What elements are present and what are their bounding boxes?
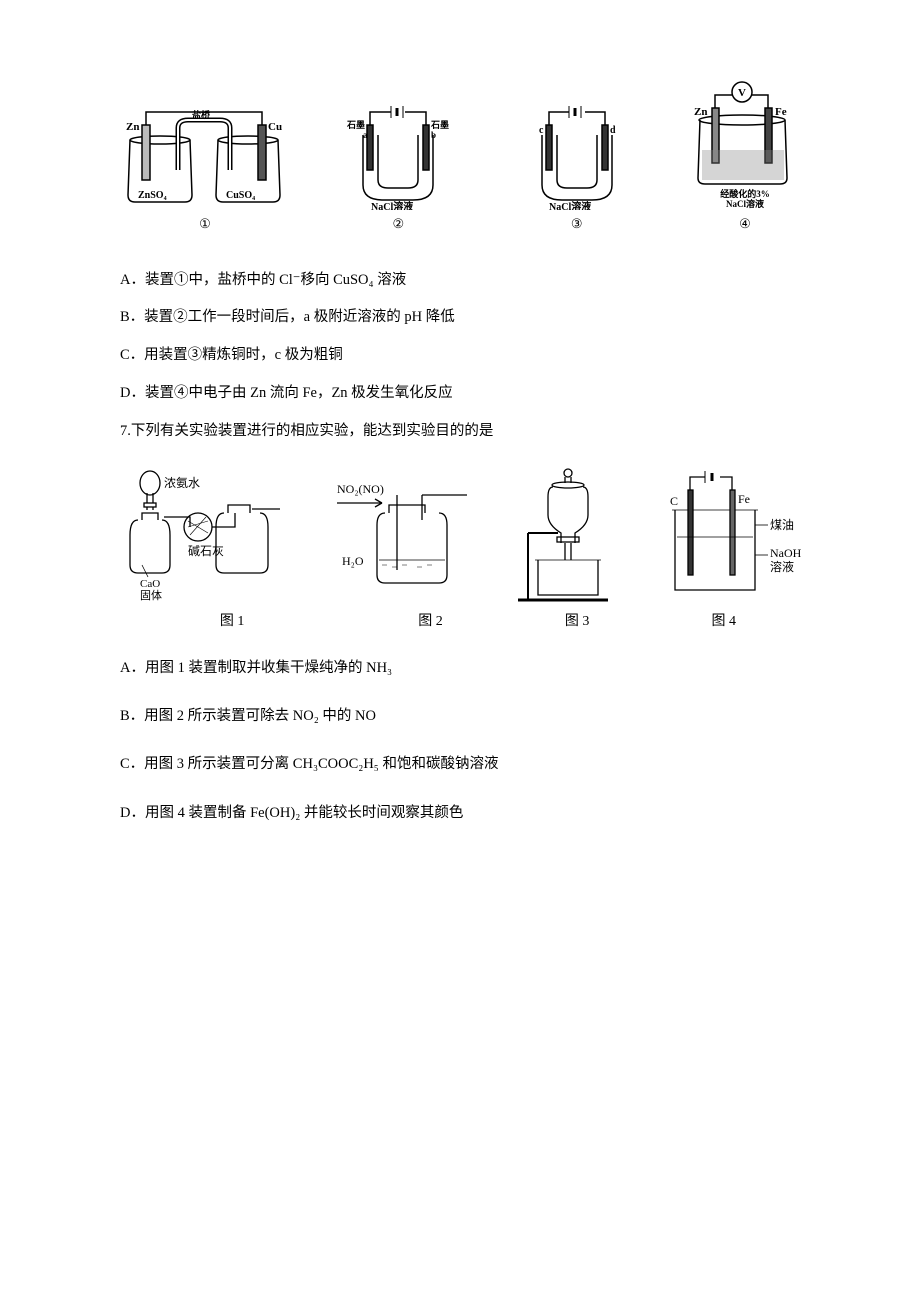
d4-meter: V	[738, 87, 746, 99]
q7-diagram-1: 浓氨水 碱石灰 CaO 固体	[120, 465, 300, 605]
q7-d3-svg	[513, 465, 623, 605]
diagram-1-svg: Zn Cu 盐桥 ZnSO₄ CuSO₄	[120, 100, 290, 210]
q7d4-l2: NaOH	[770, 546, 802, 560]
q6-diagram-3: c d NaCl溶液 ③	[507, 100, 647, 232]
d1-zn-label: Zn	[126, 121, 139, 133]
d1-bridge-label: 盐桥	[192, 109, 211, 120]
d1-number: ①	[199, 216, 211, 232]
d3-sol: NaCl溶液	[549, 200, 591, 210]
q6-option-d: D．装置④中电子由 Zn 流向 Fe，Zn 极发生氧化反应	[120, 375, 810, 413]
q7-diagram-row: 浓氨水 碱石灰 CaO 固体	[120, 465, 810, 605]
d2-sol: NaCl溶液	[371, 200, 413, 210]
q6-option-b: B．装置②工作一段时间后，a 极附近溶液的 pH 降低	[120, 299, 810, 337]
q7d4-l1: 煤油	[770, 518, 794, 532]
d1-cu-label: Cu	[268, 121, 282, 133]
d2-number: ②	[393, 216, 405, 232]
d2-a: a	[363, 130, 368, 140]
q6-diagram-2: 石墨 a 石墨 b NaCl溶液 ②	[323, 100, 473, 232]
q7-d4-svg: C Fe 煤油 NaOH 溶液	[650, 465, 810, 605]
d1-left-sol: ZnSO₄	[138, 190, 167, 201]
q7-labels-row: 图 1 图 2 图 3 图 4	[120, 610, 810, 630]
q7-option-b: B．用图 2 所示装置可除去 NO₂ 中的 NO	[120, 703, 810, 729]
q7-diagram-4: C Fe 煤油 NaOH 溶液	[650, 465, 810, 605]
q7d1-b1: CaO	[140, 578, 160, 590]
q6-diagram-row: Zn Cu 盐桥 ZnSO₄ CuSO₄ ① 石	[120, 80, 810, 232]
q7-diagram-2: NO₂(NO) H₂O	[327, 465, 487, 605]
d2-left-elec: 石墨	[346, 120, 365, 130]
q7-option-d: D．用图 4 装置制备 Fe(OH)₂ 并能较长时间观察其颜色	[120, 800, 810, 826]
q6-option-c: C．用装置③精炼铜时，c 极为粗铜	[120, 337, 810, 375]
q7d4-fe: Fe	[738, 492, 750, 506]
q7d1-mid: 碱石灰	[188, 544, 224, 558]
q7d2-liq: H₂O	[342, 554, 364, 568]
diagram-3-svg: c d NaCl溶液	[507, 100, 647, 210]
q7-label-4: 图 4	[638, 610, 811, 630]
d3-number: ③	[571, 216, 583, 232]
d2-right-elec: 石墨	[430, 120, 449, 130]
d4-zn: Zn	[694, 106, 707, 118]
d4-sol1: 经酸化的3%	[720, 189, 770, 199]
q7-d2-svg: NO₂(NO) H₂O	[327, 465, 487, 605]
q7d4-c: C	[670, 494, 678, 508]
q7-label-3: 图 3	[517, 610, 638, 630]
d3-c: c	[539, 125, 544, 136]
q7d1-top: 浓氨水	[164, 476, 200, 490]
q7-question: 7.下列有关实验装置进行的相应实验，能达到实验目的的是	[120, 413, 810, 451]
q6-diagram-1: Zn Cu 盐桥 ZnSO₄ CuSO₄ ①	[120, 100, 290, 232]
d4-number: ④	[739, 216, 751, 232]
q6-diagram-4: V Zn Fe 经酸化的3% NaCl溶液 ④	[680, 80, 810, 232]
q7-label-1: 图 1	[120, 610, 344, 630]
q7-diagram-3	[513, 465, 623, 605]
d4-fe: Fe	[775, 106, 787, 118]
d2-b: b	[431, 130, 436, 140]
q7d4-l3: 溶液	[770, 559, 794, 574]
d1-right-sol: CuSO₄	[226, 190, 255, 201]
d3-d: d	[610, 125, 616, 136]
d4-sol2: NaCl溶液	[726, 199, 764, 209]
q7-option-c: C．用图 3 所示装置可分离 CH₃COOC₂H₅ 和饱和碳酸钠溶液	[120, 751, 810, 777]
d4-sol-wrap: 经酸化的3% NaCl溶液	[720, 190, 770, 210]
q7-option-a: A．用图 1 装置制取并收集干燥纯净的 NH₃	[120, 655, 810, 681]
q7d1-b2: 固体	[140, 588, 162, 602]
q7d2-gas: NO₂(NO)	[337, 482, 384, 496]
q7-label-2: 图 2	[344, 610, 517, 630]
diagram-4-svg: V Zn Fe	[680, 80, 810, 190]
q7-d1-svg: 浓氨水 碱石灰 CaO 固体	[120, 465, 300, 605]
diagram-2-svg: 石墨 a 石墨 b NaCl溶液	[323, 100, 473, 210]
q6-option-a: A．装置①中，盐桥中的 Cl⁻移向 CuSO₄ 溶液	[120, 262, 810, 300]
